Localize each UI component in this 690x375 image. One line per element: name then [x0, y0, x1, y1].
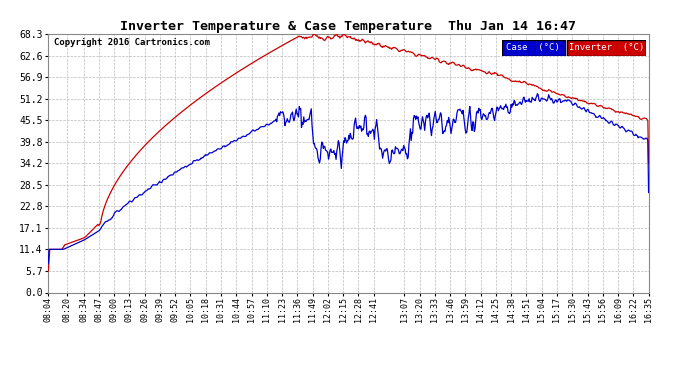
Text: Copyright 2016 Cartronics.com: Copyright 2016 Cartronics.com: [55, 38, 210, 46]
Title: Inverter Temperature & Case Temperature  Thu Jan 14 16:47: Inverter Temperature & Case Temperature …: [121, 20, 576, 33]
